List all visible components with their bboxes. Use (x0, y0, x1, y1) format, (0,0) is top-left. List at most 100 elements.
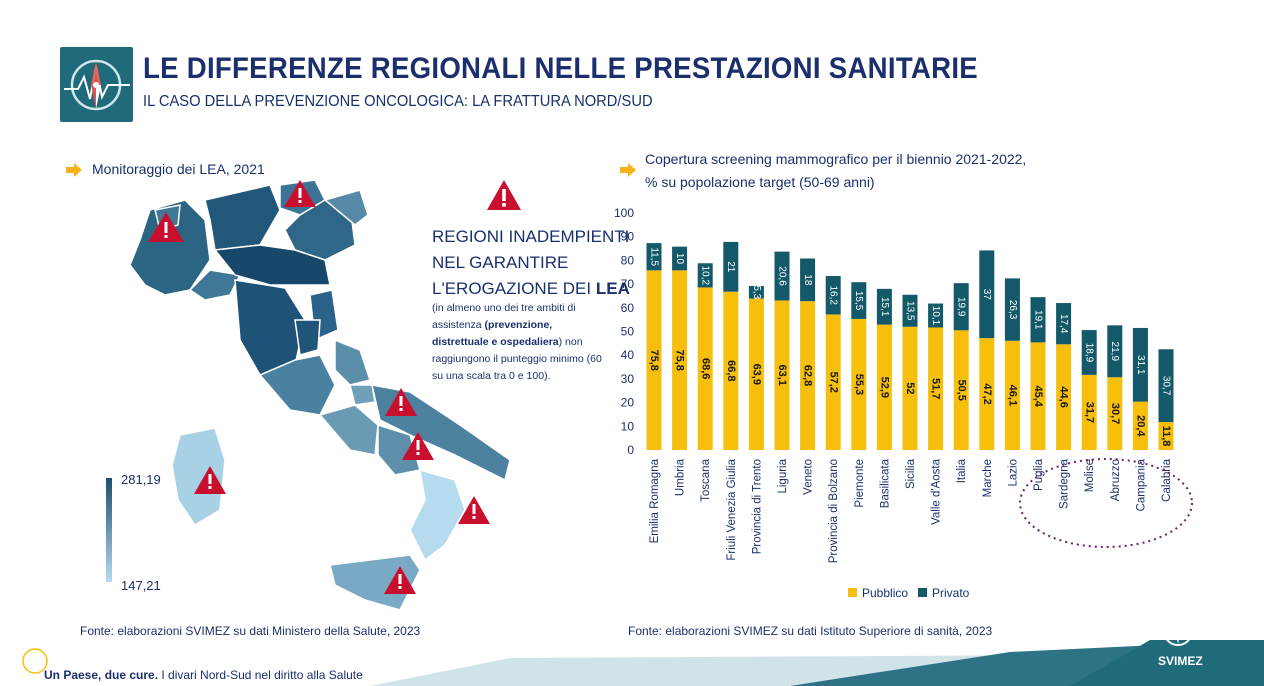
chart-title: Copertura screening mammografico per il … (645, 151, 1027, 167)
y-tick-label: 10 (621, 419, 635, 433)
map-region-piemonte (129, 199, 211, 296)
bar-label-privato: 15,5 (853, 291, 864, 311)
bar-pubblico (825, 314, 841, 450)
warning-icon-piemonte (148, 212, 184, 242)
bar-pubblico (1056, 344, 1072, 450)
bar-pubblico (646, 270, 662, 450)
bar-label-privato: 16,2 (828, 286, 839, 306)
bar-label-privato: 37 (981, 289, 992, 301)
x-category-label: Piemonte (854, 459, 866, 508)
x-category-label: Campania (1135, 458, 1147, 511)
legend-max-value: 281,19 (121, 472, 161, 487)
y-tick-label: 100 (614, 206, 634, 220)
footer-band (370, 640, 1264, 686)
bar-privato (1004, 278, 1020, 341)
bar-pubblico (1004, 340, 1020, 450)
map-region-sicilia (329, 554, 421, 611)
footer-brand: SVIMEZ (1158, 654, 1203, 668)
map-color-legend (106, 478, 112, 582)
bar-privato (1158, 349, 1174, 423)
x-category-label: Emilia Romagna (649, 458, 661, 543)
bar-privato (800, 258, 816, 302)
bar-label-pubblico: 66,8 (725, 360, 737, 381)
warning-icon-calabria (458, 496, 490, 524)
bar-label-privato: 11,5 (648, 247, 659, 266)
x-category-label: Puglia (1033, 458, 1045, 491)
footer-tagline-rest: I divari Nord-Sud nel diritto alla Salut… (158, 668, 363, 682)
warning-note-text-1: (in almeno uno dei tre ambiti di assiste… (432, 302, 576, 331)
bar-privato (748, 285, 764, 299)
bar-label-privato: 31,1 (1135, 355, 1146, 375)
x-category-label: Liguria (777, 458, 789, 493)
bar-privato (851, 282, 867, 319)
bar-label-privato: 19,9 (956, 297, 967, 317)
arrow-right-icon (620, 163, 636, 177)
bar-privato (1056, 303, 1072, 345)
bar-pubblico (1107, 377, 1123, 450)
y-tick-label: 70 (621, 277, 635, 291)
bar-pubblico (953, 330, 969, 450)
bar-privato (928, 303, 944, 328)
bar-label-privato: 21 (725, 261, 736, 273)
x-axis-labels: Emilia Romagna Umbria Toscana Friuli Venezi… (649, 458, 1173, 563)
bar-pubblico (774, 300, 790, 450)
bar-pubblico (1132, 401, 1148, 450)
bar-privato (825, 276, 841, 315)
compass-heartbeat-icon (64, 59, 130, 111)
bar-privato (979, 250, 995, 339)
y-tick-label: 90 (621, 230, 635, 244)
warning-heading: REGIONI INADEMPIENTI NEL GARANTIRE L'ERO… (432, 224, 630, 302)
legend-swatch-pubblico (848, 588, 857, 597)
bar-label-pubblico: 45,4 (1032, 385, 1044, 407)
warning-icon (487, 180, 521, 210)
bar-pubblico (1081, 374, 1097, 450)
left-section-title: Monitoraggio dei LEA, 2021 (92, 161, 265, 177)
bar-pubblico (672, 270, 688, 450)
bar-label-pubblico: 62,8 (802, 365, 814, 386)
map-region-sardegna (171, 427, 226, 527)
bar-label-privato: 19,1 (1032, 310, 1043, 330)
chart-title-line2: % su popolazione target (50-69 anni) (645, 174, 875, 190)
map-region-molise (349, 384, 376, 406)
bar-label-privato: 30,7 (1160, 376, 1171, 396)
bar-privato (1081, 330, 1097, 375)
bars: 75,8 11,5 75,8 10 68,6 10,2 66,8 21 63,9 5,3 63,1 2… (646, 241, 1174, 450)
highlight-ellipse (1019, 458, 1193, 548)
legend-swatch-privato (918, 588, 927, 597)
map-region-campania (318, 404, 379, 456)
bar-privato (1107, 325, 1123, 378)
y-tick-label: 80 (621, 253, 635, 267)
bar-pubblico (979, 338, 995, 450)
bar-pubblico (1030, 342, 1046, 450)
bar-privato (723, 241, 739, 292)
x-category-label: Italia (956, 458, 968, 483)
bar-label-pubblico: 63,1 (776, 365, 788, 386)
italy-lea-map (129, 179, 511, 611)
x-category-label: Provincia di Trento (751, 459, 763, 554)
bar-label-privato: 17,4 (1058, 314, 1069, 334)
warning-icon-trentino (284, 180, 316, 207)
x-category-label: Sicilia (905, 458, 917, 489)
x-category-label: Molise (1084, 459, 1096, 492)
y-tick-label: 50 (621, 325, 635, 339)
map-region-umbria (294, 319, 321, 356)
screening-stacked-bar-chart: 0 10 20 30 40 50 60 70 80 90 100 75,8 11,5 75,8 10 68,… (614, 206, 1193, 600)
x-category-label: Basilicata (879, 458, 891, 508)
bar-label-pubblico: 46,1 (1006, 385, 1018, 406)
x-category-label: Valle d'Aosta (931, 458, 943, 525)
bar-label-privato: 10,2 (700, 266, 711, 286)
bar-label-pubblico: 30,7 (1109, 403, 1121, 424)
bar-pubblico (876, 324, 892, 450)
legend-label-privato: Privato (932, 586, 970, 600)
bar-label-privato: 10 (674, 253, 685, 265)
bar-privato (774, 251, 790, 301)
warning-note: (in almeno uno dei tre ambiti di assiste… (432, 300, 607, 385)
bar-pubblico (800, 301, 816, 450)
bar-label-pubblico: 52,9 (878, 377, 890, 398)
x-category-label: Abruzzo (1110, 459, 1122, 501)
left-source: Fonte: elaborazioni SVIMEZ su dati Minis… (80, 624, 421, 638)
bar-label-pubblico: 55,3 (853, 374, 865, 395)
map-region-abruzzo (334, 338, 371, 386)
bar-label-pubblico: 57,2 (827, 372, 839, 393)
warning-line-2: NEL GARANTIRE (432, 253, 569, 272)
